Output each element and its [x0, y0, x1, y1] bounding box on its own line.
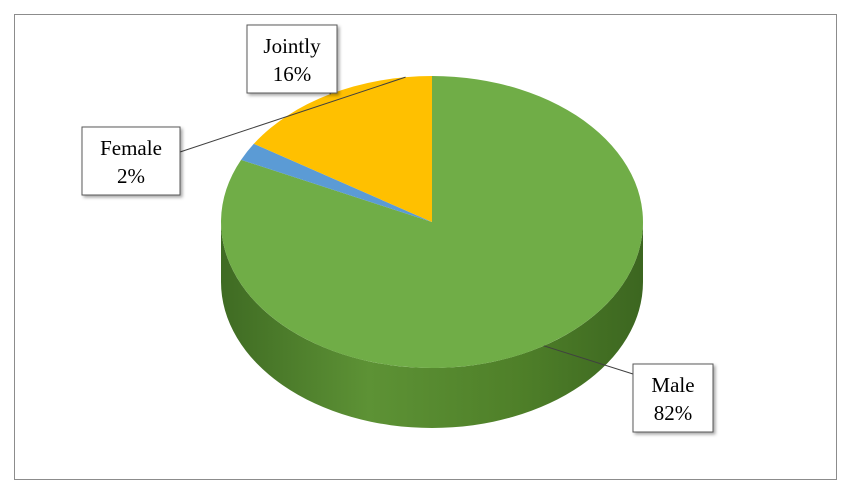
data-label-percent-female: 2%: [117, 164, 145, 188]
pie-slice-male: [221, 76, 643, 369]
leader-line-female: [179, 76, 406, 153]
callout-jointly: Jointly 16%: [246, 24, 338, 94]
data-labels: Male 82% Female 2% Jointly 16%: [81, 24, 714, 433]
pie-slices: [221, 76, 643, 369]
data-label-percent-male: 82%: [654, 401, 693, 425]
leader-line-male: [543, 345, 634, 375]
data-label-name-male: Male: [651, 373, 694, 397]
pie-side-wall-shape: [221, 222, 643, 428]
callout-box-jointly: [246, 24, 338, 94]
pie-side-wall: [221, 222, 643, 428]
data-label-name-jointly: Jointly: [263, 34, 321, 58]
pie-slice-female: [241, 143, 432, 222]
data-label-percent-jointly: 16%: [273, 62, 312, 86]
callout-male: Male 82%: [632, 363, 714, 433]
callout-female: Female 2%: [81, 126, 181, 196]
callout-box-female: [81, 126, 181, 196]
data-label-name-female: Female: [100, 136, 162, 160]
callout-box-male: [632, 363, 714, 433]
